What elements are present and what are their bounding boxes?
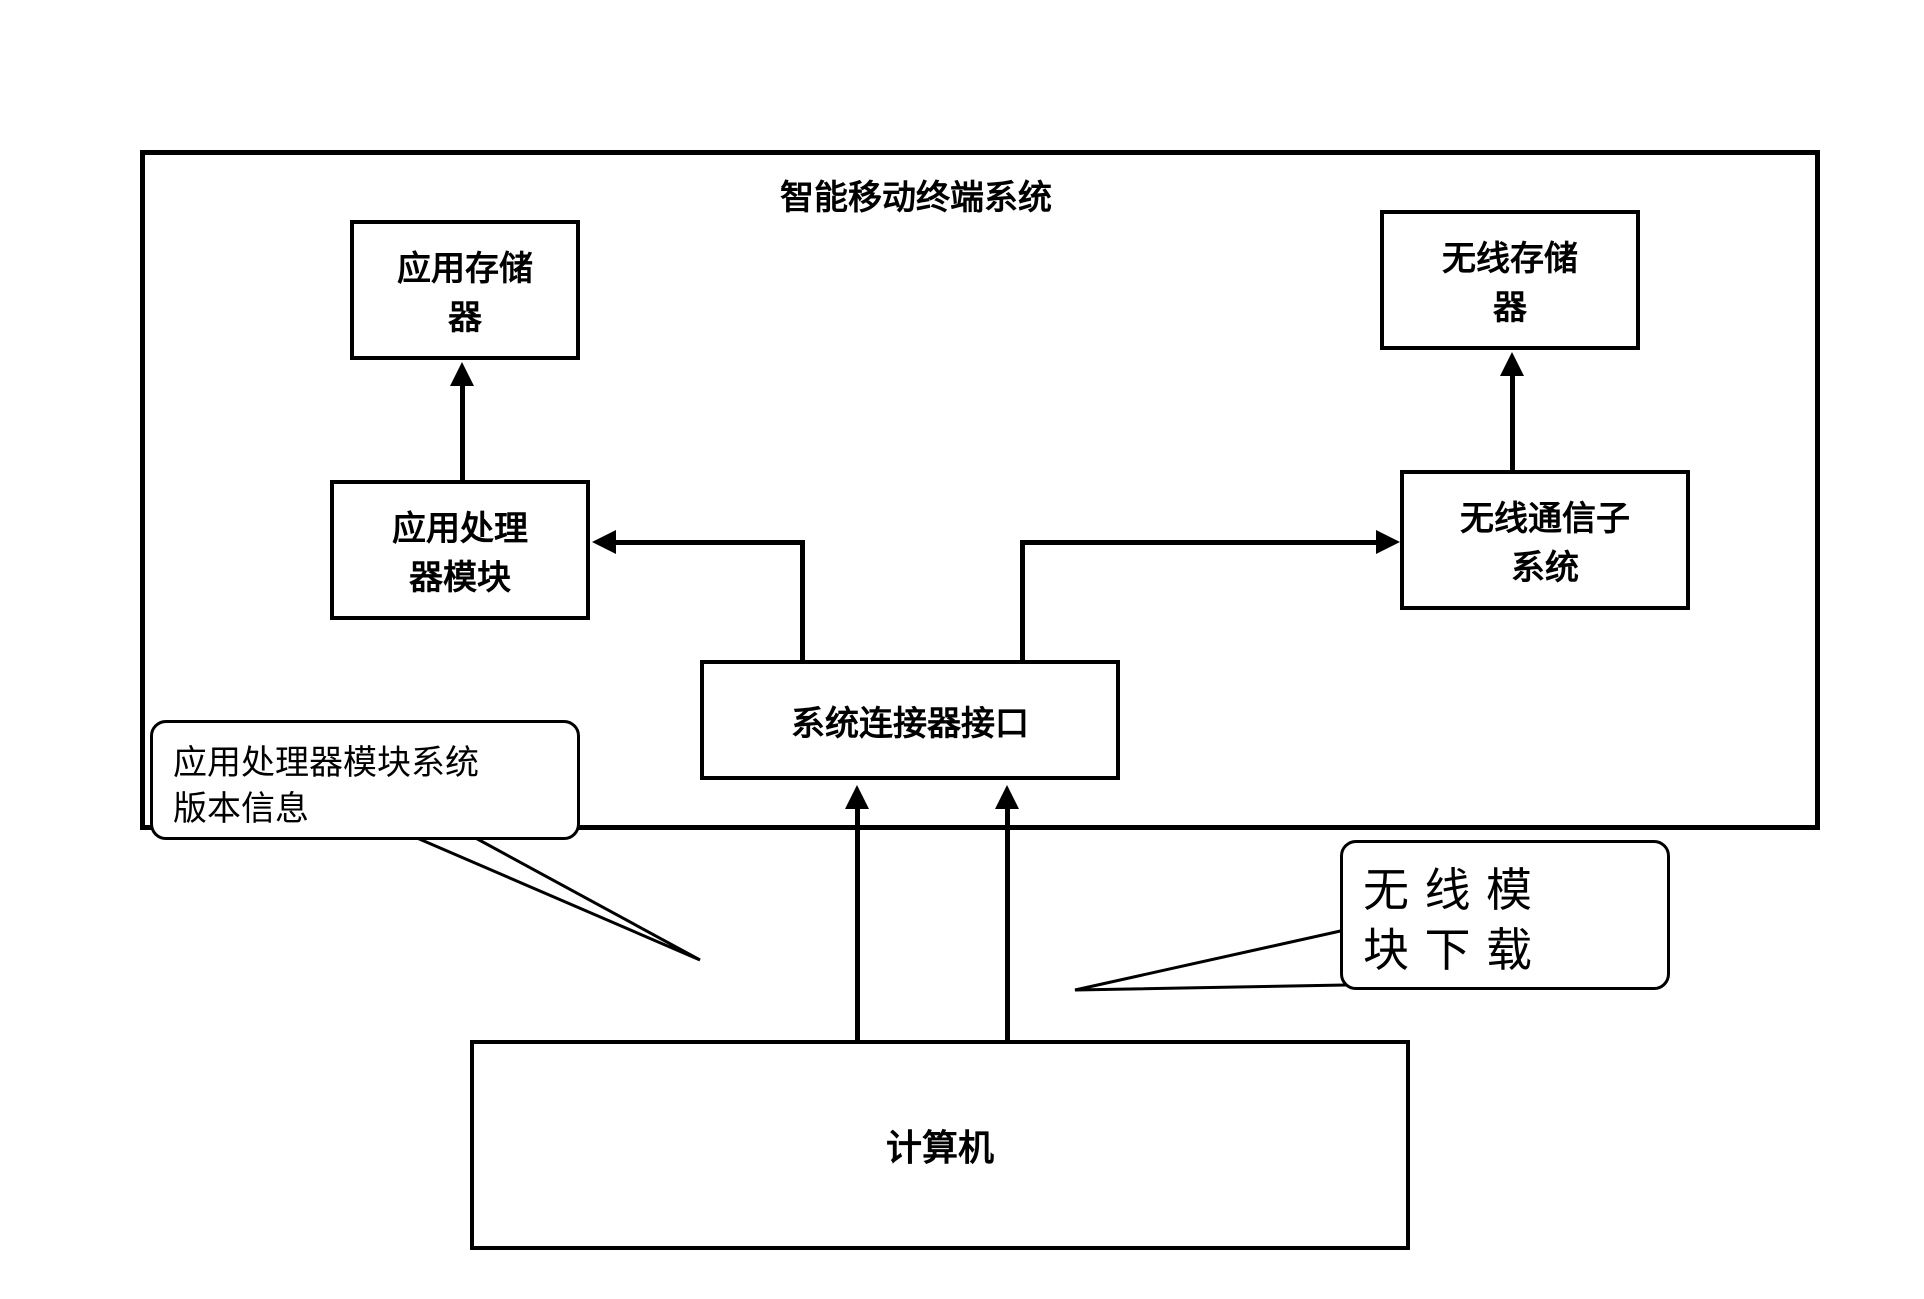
arrow-line — [1020, 540, 1378, 545]
arrow-head-up-icon — [1500, 352, 1524, 376]
arrow-line — [800, 540, 805, 660]
node-wireless-comm: 无线通信子 系统 — [1400, 470, 1690, 610]
node-wireless-storage: 无线存储 器 — [1380, 210, 1640, 350]
arrow-line — [1510, 374, 1515, 470]
arrow-line — [1020, 540, 1025, 660]
arrow-line — [855, 808, 860, 1040]
system-title: 智能移动终端系统 — [780, 170, 1052, 219]
arrow-head-right-icon — [1376, 530, 1400, 554]
callout-version-info: 应用处理器模块系统 版本信息 — [150, 720, 580, 840]
arrow-line — [1005, 808, 1010, 1040]
arrow-head-up-icon — [995, 785, 1019, 809]
arrow-head-up-icon — [450, 362, 474, 386]
node-app-storage: 应用存储 器 — [350, 220, 580, 360]
callout-wireless-download: 无 线 模 块 下 载 — [1340, 840, 1670, 990]
arrow-line — [460, 385, 465, 480]
node-sys-connector: 系统连接器接口 — [700, 660, 1120, 780]
node-computer: 计算机 — [470, 1040, 1410, 1250]
arrow-head-left-icon — [592, 530, 616, 554]
arrow-head-up-icon — [845, 785, 869, 809]
node-app-processor: 应用处理 器模块 — [330, 480, 590, 620]
arrow-line — [614, 540, 804, 545]
